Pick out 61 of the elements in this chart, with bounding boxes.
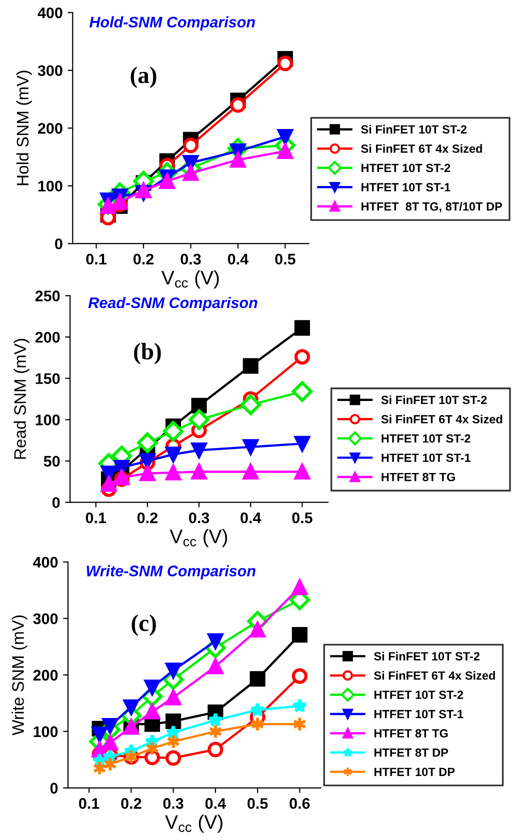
- annotation: (c): [132, 614, 156, 636]
- x-axis-title: V$_{cc}$ (V): [170, 529, 228, 548]
- y-tick-label: 50: [44, 456, 60, 467]
- x-tick-label: 0.2: [121, 798, 142, 809]
- annotation: (a): [130, 66, 156, 88]
- y-tick-label: 0: [50, 782, 58, 794]
- x-tick-label: 0.1: [86, 512, 106, 524]
- legend-label: Si FinFET 6T 4x Sized: [374, 671, 495, 680]
- chart-title: Write-SNM Comparison: [86, 565, 256, 580]
- annotation: (b): [134, 342, 161, 364]
- y-tick-label: 200: [35, 332, 60, 343]
- legend-label: Si FinFET 6T 4x Sized: [361, 144, 482, 153]
- legend-label: HTFET 10T ST-2: [374, 690, 464, 699]
- x-tick-label: 0.5: [275, 254, 296, 265]
- x-tick-label: 0.2: [137, 512, 158, 524]
- x-axis-title: V$_{cc}$ (V): [161, 270, 219, 288]
- legend-label: HTFET 10T ST-2: [382, 434, 470, 443]
- x-tick-label: 0.5: [292, 512, 312, 524]
- x-tick-label: 0.3: [189, 512, 210, 524]
- legend-label: Si FinFET 6T 4x Sized: [381, 414, 502, 424]
- legend-label: HTFET 8T TG: [374, 729, 448, 738]
- x-tick-label: 0.3: [163, 798, 184, 809]
- y-tick-label: 150: [36, 373, 60, 384]
- y-tick-label: 300: [38, 65, 62, 76]
- y-tick-label: 100: [38, 180, 62, 192]
- y-tick-label: 300: [33, 613, 58, 624]
- x-tick-label: 0.4: [205, 798, 226, 809]
- legend-label: HTFET 10T ST-1: [382, 454, 470, 462]
- x-tick-label: 0.6: [290, 798, 310, 809]
- y-axis-title: Read SNM (mV): [14, 338, 30, 459]
- y-tick-label: 0: [52, 497, 60, 508]
- legend-label: Si FinFET 10T ST-2: [374, 652, 480, 660]
- x-tick-label: 0.4: [228, 254, 248, 265]
- y-tick-label: 100: [34, 726, 58, 738]
- y-tick-label: 200: [33, 670, 58, 681]
- legend-label: HTFET 10T DP: [374, 768, 455, 776]
- y-tick-label: 0: [55, 238, 62, 250]
- chart-title: Read-SNM Comparison: [88, 296, 258, 312]
- legend-label: Si FinFET 10T ST-2: [381, 395, 487, 404]
- x-tick-label: 0.1: [79, 798, 100, 809]
- y-tick-label: 400: [38, 7, 62, 18]
- x-tick-label: 0.2: [133, 254, 154, 265]
- x-tick-label: 0.5: [248, 798, 268, 809]
- legend-label: HTFET 10T ST-2: [362, 164, 450, 172]
- y-tick-label: 200: [38, 122, 62, 134]
- legend-label: Si FinFET 10T ST-2: [361, 124, 467, 134]
- y-axis-title: Hold SNM (mV): [16, 70, 32, 186]
- x-tick-label: 0.3: [180, 254, 201, 265]
- legend-label: HTFET 10T ST-1: [374, 710, 464, 718]
- y-axis-title: Write SNM (mV): [12, 615, 28, 736]
- x-axis-title: V$_{cc}$ (V): [165, 814, 222, 833]
- x-tick-label: 0.1: [86, 254, 106, 265]
- x-tick-label: 0.4: [240, 512, 262, 524]
- legend-label: HTFET 8T DP: [374, 748, 448, 757]
- legend-label: HTFET 8T TG, 8T/10T DP: [362, 202, 502, 212]
- y-tick-label: 100: [36, 414, 60, 426]
- y-tick-label: 250: [35, 290, 60, 302]
- chart-title: Hold-SNM Comparison: [89, 16, 255, 31]
- y-tick-label: 400: [33, 556, 58, 568]
- legend-label: HTFET 8T TG: [382, 472, 455, 482]
- legend-label: HTFET 10T ST-1: [362, 183, 450, 192]
